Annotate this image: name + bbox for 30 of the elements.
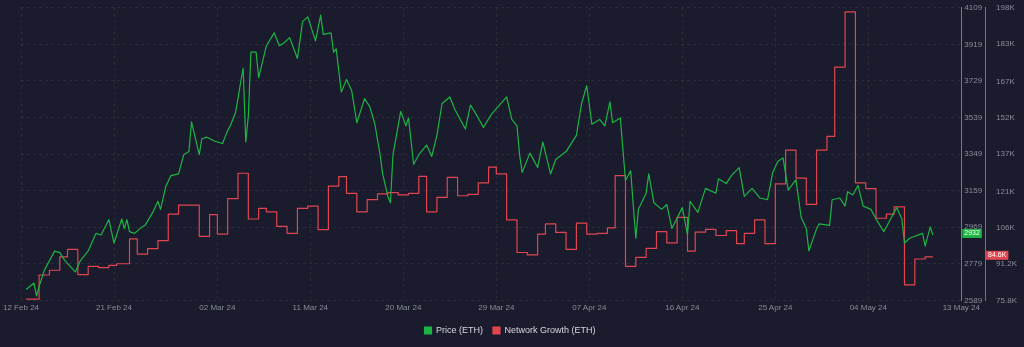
y2-tick-label: 121K	[996, 187, 1016, 197]
x-tick-label: 11 Mar 24	[292, 303, 329, 313]
x-tick-label: 25 Apr 24	[758, 303, 793, 313]
y2-tick-label: 152K	[996, 113, 1016, 123]
y-tick-label: 3159	[964, 185, 983, 195]
y-tick-label: 2589	[964, 295, 983, 305]
x-tick-label: 12 Feb 24	[3, 303, 40, 313]
y-tick-label: 3919	[964, 39, 983, 49]
x-tick-label: 21 Feb 24	[95, 303, 133, 313]
x-tick-label: 16 Apr 24	[665, 303, 700, 313]
y2-tick-label: 167K	[996, 77, 1016, 87]
x-tick-label: 04 May 24	[849, 303, 888, 313]
x-tick-label: 20 Mar 24	[385, 303, 422, 313]
y-tick-label: 3539	[964, 112, 983, 122]
y2-tick-label: 75.8K	[996, 295, 1018, 305]
y-tick-label: 2779	[964, 259, 983, 269]
legend-label: Network Growth (ETH)	[504, 324, 596, 335]
x-tick-label: 02 Mar 24	[199, 303, 236, 313]
y-tick-label: 4109	[964, 3, 983, 12]
x-tick-label: 13 May 24	[942, 303, 981, 313]
y-tick-label: 3729	[964, 76, 983, 86]
y2-tick-label: 198K	[996, 3, 1016, 12]
x-tick-label: 07 Apr 24	[572, 303, 607, 313]
y2-tick-label: 106K	[996, 223, 1016, 233]
y2-tick-label: 183K	[996, 38, 1016, 48]
legend-label: Price (ETH)	[435, 324, 483, 335]
y2-tick-label: 91.2K	[996, 258, 1018, 268]
y-tick-label: 3349	[964, 149, 983, 159]
y2-tick-label: 137K	[996, 149, 1016, 159]
x-tick-label: 29 Mar 24	[478, 303, 515, 313]
